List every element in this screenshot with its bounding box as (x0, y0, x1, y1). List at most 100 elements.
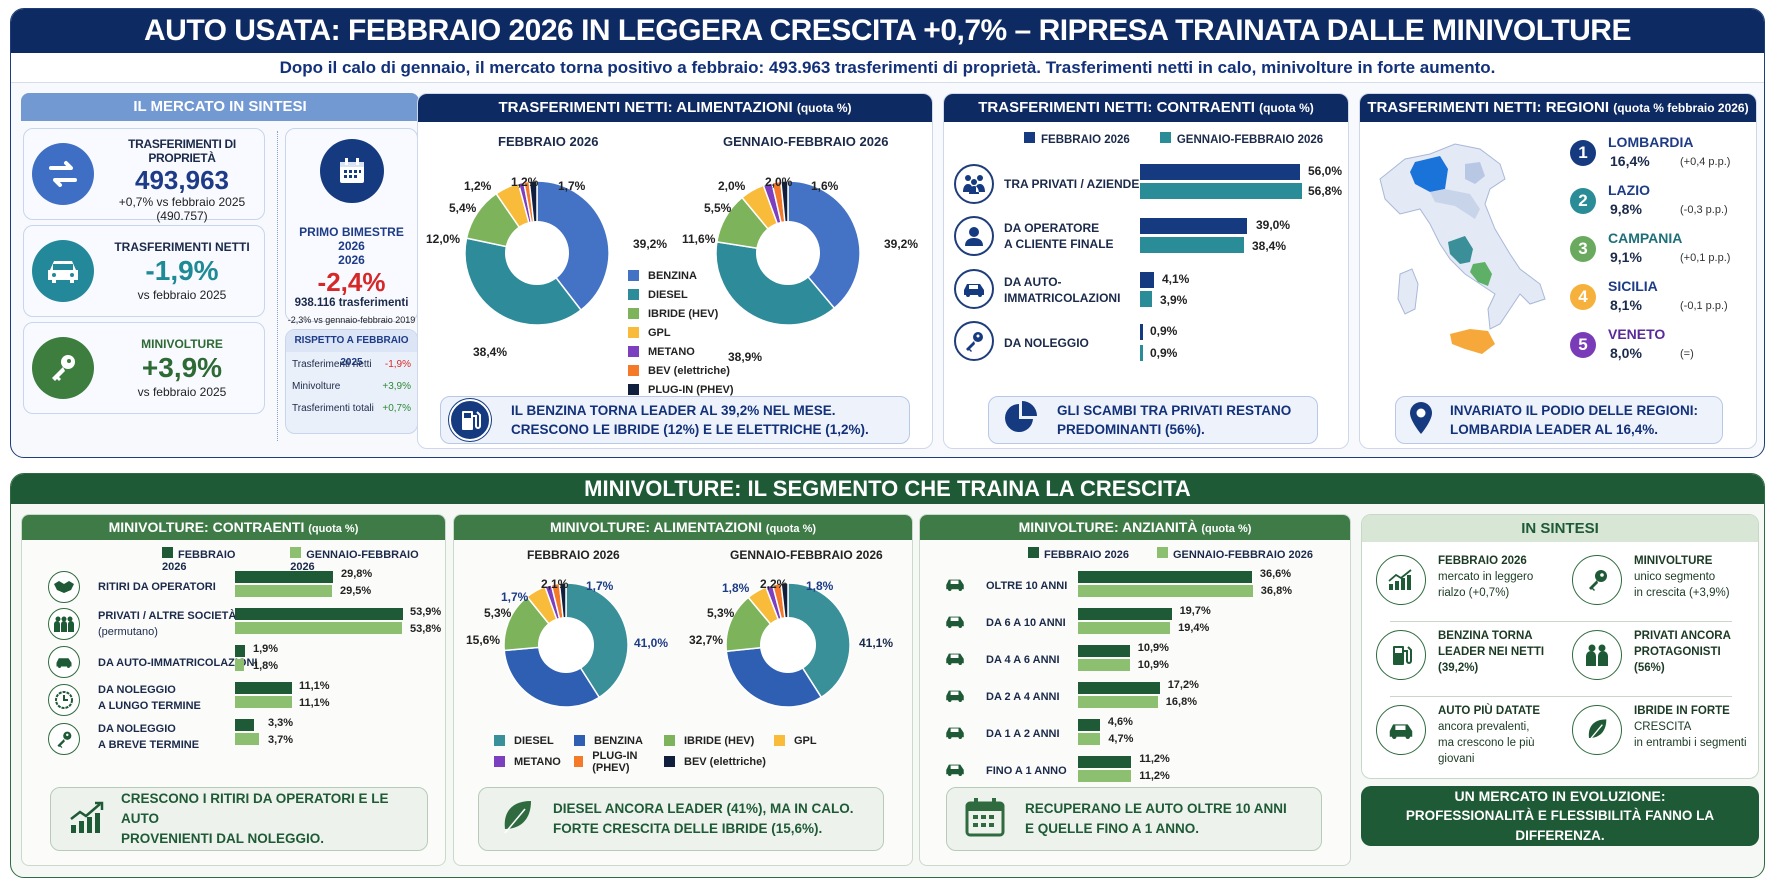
legend-label: PLUG-IN (PHEV) (592, 749, 638, 774)
regions-title-text: TRASFERIMENTI NETTI: REGIONI (1367, 99, 1610, 116)
key-icon (32, 337, 94, 399)
donut1-label-ibride: 12,0% (426, 232, 461, 246)
legend-label: GENNAIO-FEBBRAIO 2026 (1176, 134, 1324, 146)
donut1-label-bev: 1,2% (511, 175, 539, 189)
in-sintesi-item-title: BENZINA TORNA (1438, 630, 1533, 642)
in-sintesi-item-text: CRESCITA (1634, 721, 1692, 733)
mv-donut1-label-metano: 1,7% (501, 590, 529, 604)
car-icon (954, 269, 994, 309)
bar-jan-feb (1140, 183, 1302, 199)
fuel-note-line1: IL BENZINA TORNA LEADER AL 39,2% NEL MES… (511, 403, 836, 418)
bar-feb (1078, 645, 1130, 657)
bar-value: 17,2% (1167, 679, 1199, 691)
bar-value: 4,1% (1162, 272, 1190, 286)
legend-item: BEV (elettriche) (664, 752, 774, 771)
legend-label: FEBBRAIO 2026 (1041, 134, 1130, 146)
legend-label: FEBBRAIO 2026 (1044, 549, 1129, 561)
legend-label: FEBBRAIO 2026 (162, 549, 236, 573)
bar-jan-feb (1078, 622, 1171, 634)
growth-chart-icon (69, 799, 105, 840)
fuel-type-title: TRASFERIMENTI NETTI: ALIMENTAZIONI (quot… (418, 94, 932, 122)
mv-donut2-label-phev: 2,2% (760, 577, 788, 591)
in-sintesi-item-text: rialzo (+0,7%) (1438, 587, 1510, 599)
bar-feb (1078, 608, 1172, 620)
contracting-note-line1: GLI SCAMBI TRA PRIVATI RESTANO (1057, 403, 1292, 418)
contracting-row-label: DA OPERATORE A CLIENTE FINALE (1004, 220, 1114, 252)
car-icon (1376, 705, 1426, 755)
mv-contracting-title-unit: (quota %) (308, 523, 359, 535)
legend-label: BEV (elettriche) (648, 364, 730, 377)
in-sintesi-item: FEBBRAIO 2026 mercato in leggero rialzo … (1374, 549, 1564, 619)
in-sintesi-item-text: (56%) (1634, 662, 1665, 674)
bar-value: 1,9% (253, 643, 279, 655)
leaf-icon (501, 799, 533, 840)
bar-value: 0,9% (1150, 346, 1178, 360)
region-rank-item: 5 VENETO 8,0% (=) (1570, 326, 1755, 374)
car-icon (48, 646, 80, 678)
bar-value: 53,9% (410, 606, 442, 618)
in-sintesi-title: IN SINTESI (1362, 515, 1758, 542)
label-line: A BREVE TERMINE (98, 739, 200, 751)
mv-contracting-title-text: MINIVOLTURE: CONTRAENTI (108, 519, 305, 535)
legend-label: GENNAIO-FEBBRAIO 2026 (290, 549, 419, 573)
mv-age-title-unit: (quota %) (1201, 523, 1252, 535)
legend-item: METANO (494, 752, 574, 771)
bar-feb (1078, 756, 1132, 768)
region-name: LOMBARDIA (1608, 134, 1694, 150)
bar-jan-feb (235, 622, 402, 634)
donut1-label-metano: 1,2% (464, 179, 492, 193)
rank-badge: 3 (1570, 236, 1596, 262)
in-sintesi-item-title: FEBBRAIO 2026 (1438, 555, 1527, 567)
regions-title: TRASFERIMENTI NETTI: REGIONI (quota % fe… (1360, 94, 1756, 122)
legend-label: BENZINA (594, 734, 643, 747)
contracting-row-label: DA AUTO- IMMATRICOLAZIONI (1004, 274, 1120, 306)
kpi-transfers-value: 493,963 (135, 165, 229, 195)
minivolture-section-title: MINIVOLTURE: IL SEGMENTO CHE TRAINA LA C… (11, 474, 1764, 504)
region-delta: (+0,4 p.p.) (1680, 156, 1731, 168)
legend-label: METANO (514, 755, 561, 768)
chart1-title: FEBBRAIO 2026 (498, 134, 599, 149)
key-icon (1572, 555, 1622, 605)
comparison-row-label: Trasferimenti netti (292, 359, 372, 370)
bar-jan-feb (1078, 770, 1132, 782)
legend-item: FEBBRAIO 2026 (1024, 132, 1130, 146)
fuel-type-title-unit: (quota %) (796, 101, 852, 115)
mv-fuel-note-line2: FORTE CRESCITA DELLE IBRIDE (15,6%). (553, 821, 823, 836)
bar-value: 11,2% (1139, 753, 1170, 765)
mv-chart2-title: GENNAIO-FEBBRAIO 2026 (730, 548, 883, 562)
bimester-count: 938.116 trasferimenti (294, 297, 409, 309)
region-name: CAMPANIA (1608, 230, 1683, 246)
donut2-label-benzina: 39,2% (884, 237, 919, 251)
bimester-value: -2,4% (317, 267, 386, 297)
mv-contracting-row-label: DA NOLEGGIO A BREVE TERMINE (98, 721, 199, 753)
italy-map (1379, 143, 1546, 354)
comparison-row-value: -1,9% (384, 359, 411, 370)
bar-value: 1,8% (253, 660, 279, 672)
mv-donut1-label-gpl: 5,3% (484, 606, 512, 620)
legend-item: BENZINA (628, 266, 734, 285)
market-summary-title: IL MERCATO IN SINTESI (21, 93, 419, 121)
legend-item: GPL (774, 731, 854, 750)
comparison-card: RISPETTO A FEBBRAIO 2025 Trasferimenti n… (285, 329, 418, 434)
family-icon (48, 608, 80, 640)
bimester-label: PRIMO BIMESTRE 2026 (299, 225, 404, 253)
bar-jan-feb (1078, 585, 1253, 597)
map-pin-icon (1410, 401, 1432, 439)
car-icon (944, 762, 966, 781)
bar-jan-feb (235, 696, 292, 708)
bar-value: 11,2% (1139, 770, 1170, 782)
legend-label: IBRIDE (HEV) (648, 307, 719, 320)
regions-note-line1: INVARIATO IL PODIO DELLE REGIONI: (1450, 403, 1699, 418)
closing-banner: UN MERCATO IN EVOLUZIONE: PROFESSIONALIT… (1361, 786, 1759, 846)
mv-contracting-note-line1: CRESCONO I RITIRI DA OPERATORI E LE AUTO (121, 791, 389, 826)
bar-jan-feb (1140, 237, 1244, 253)
region-delta: (=) (1680, 348, 1694, 360)
fuel-type-title-text: TRASFERIMENTI NETTI: ALIMENTAZIONI (498, 99, 793, 116)
legend-label: DIESEL (648, 288, 688, 301)
in-sintesi-item: PRIVATI ANCORA PROTAGONISTI (56%) (1570, 624, 1758, 694)
bar-value: 10,9% (1137, 642, 1169, 654)
kpi-transfers-label: TRASFERIMENTI DI PROPRIETÀ (128, 137, 236, 165)
mv-donut2-label-metano: 1,8% (722, 581, 750, 595)
mv-age-row-label: DA 4 A 6 ANNI (986, 654, 1060, 666)
comparison-row-label: Trasferimenti totali (292, 403, 374, 414)
